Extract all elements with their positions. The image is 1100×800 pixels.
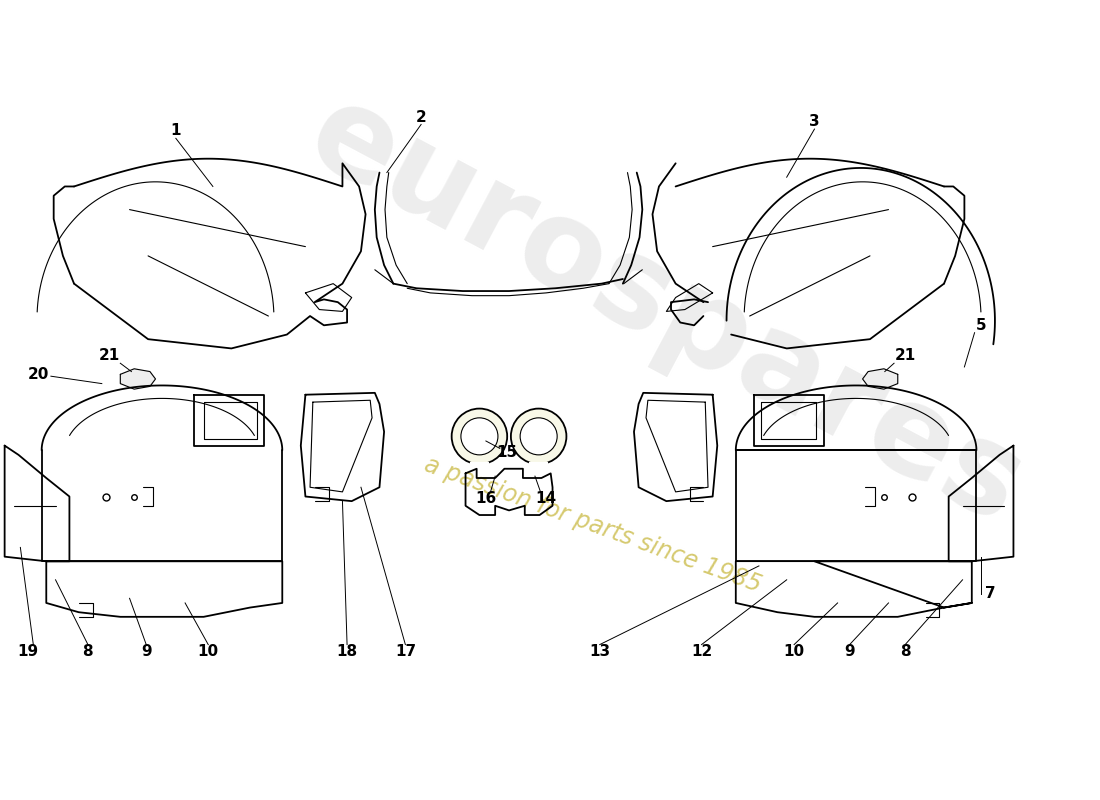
Text: 19: 19 [18,645,38,659]
Text: 15: 15 [496,445,518,459]
Text: eurospares: eurospares [289,73,1044,550]
Text: 9: 9 [845,645,855,659]
Text: 16: 16 [475,491,496,506]
Text: a passion for parts since 1985: a passion for parts since 1985 [420,452,764,597]
Text: 14: 14 [536,491,557,506]
Text: 21: 21 [894,348,916,363]
Text: 13: 13 [590,645,610,659]
Text: 8: 8 [900,645,911,659]
Text: 3: 3 [810,114,820,129]
Text: 2: 2 [416,110,427,125]
Text: 12: 12 [691,645,712,659]
Polygon shape [862,369,898,389]
Text: 20: 20 [29,367,50,382]
Text: 9: 9 [141,645,152,659]
Text: 21: 21 [99,348,120,363]
Text: 1: 1 [170,123,182,138]
Polygon shape [120,369,155,389]
Text: 17: 17 [395,645,416,659]
Text: 8: 8 [82,645,94,659]
Circle shape [510,409,566,464]
Circle shape [452,409,507,464]
Text: 10: 10 [783,645,805,659]
Text: 10: 10 [198,645,219,659]
Text: 5: 5 [976,318,987,333]
Circle shape [520,418,558,455]
Text: 7: 7 [984,586,996,601]
Circle shape [461,418,498,455]
Text: 18: 18 [337,645,358,659]
